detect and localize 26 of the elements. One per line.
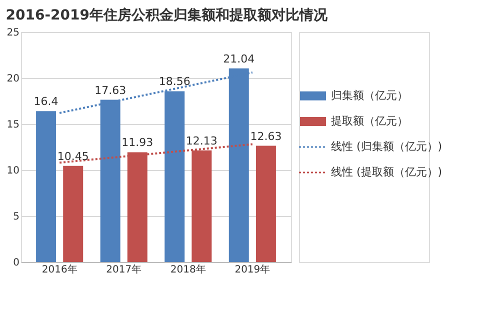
legend-label: 提取额（亿元） (331, 114, 408, 128)
y-tick-label: 10 (6, 166, 20, 176)
y-tick-label: 5 (13, 212, 20, 222)
bar (36, 111, 56, 262)
bar (63, 166, 84, 262)
data-label: 10.45 (57, 150, 89, 163)
legend-label: 线性 (提取额（亿元）) (331, 166, 442, 179)
y-tick-label: 15 (6, 120, 20, 130)
data-label: 11.93 (122, 136, 154, 150)
x-tick-label: 2017年 (106, 264, 142, 276)
y-tick-label: 20 (6, 74, 20, 84)
y-tick-label: 0 (13, 258, 20, 268)
chart-title: 2016-2019年住房公积金归集额和提取额对比情况 (6, 6, 329, 24)
data-label: 18.56 (158, 75, 190, 88)
legend-label: 归集额（亿元） (331, 88, 408, 102)
data-label: 12.13 (186, 134, 218, 148)
data-label: 21.04 (223, 52, 255, 66)
y-tick-label: 25 (6, 28, 20, 38)
x-tick-label: 2019年 (234, 264, 270, 276)
x-tick-label: 2016年 (42, 264, 78, 276)
data-label: 16.4 (34, 95, 58, 108)
legend-label: 线性 (归集额（亿元）) (331, 140, 442, 153)
data-label: 12.63 (250, 130, 282, 143)
bar (256, 146, 276, 262)
data-label: 17.63 (94, 84, 126, 97)
x-tick-label: 2018年 (170, 264, 206, 276)
